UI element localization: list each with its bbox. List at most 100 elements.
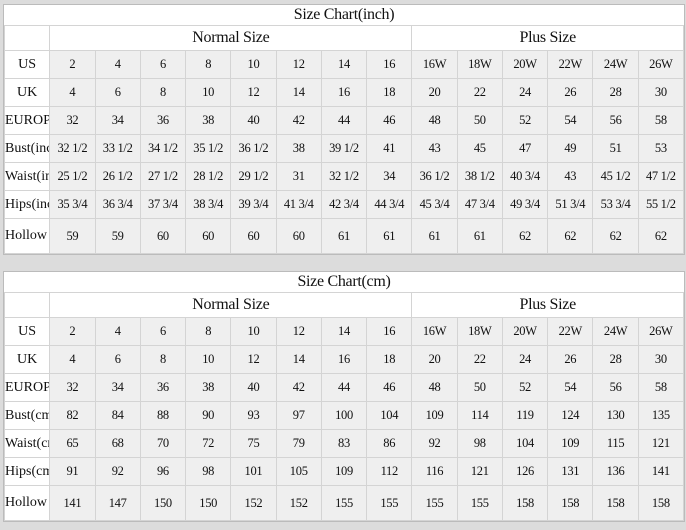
table-cell: 4 <box>94 50 141 79</box>
table-cell: 29 1/2 <box>230 162 277 191</box>
table-cell: 33 1/2 <box>94 134 141 163</box>
table-cell: 45 3/4 <box>411 190 458 219</box>
table-cell: 28 <box>592 78 639 107</box>
table-cell: 10 <box>185 78 232 107</box>
table-cell: 65 <box>49 429 96 458</box>
table-cell: 79 <box>275 429 322 458</box>
table-row: UK 4 6 8 10 12 14 16 18 20 22 24 26 28 30 <box>3 345 685 374</box>
table-cell: 158 <box>501 485 549 521</box>
title-row: Size Chart(cm) <box>4 272 684 293</box>
table-cell: 18 <box>366 78 413 107</box>
table-cell: 104 <box>501 429 549 458</box>
table-cell: 61 <box>320 218 368 254</box>
table-cell: 62 <box>592 218 639 254</box>
table-cell: 98 <box>185 457 232 486</box>
table-cell: 6 <box>94 78 141 107</box>
table-cell: 43 <box>547 162 594 191</box>
table-cell: 36 <box>139 106 187 135</box>
table-cell: 20W <box>501 317 549 346</box>
table-cell: 34 1/2 <box>139 134 187 163</box>
corner-cell <box>3 25 51 51</box>
table-cell: 62 <box>637 218 685 254</box>
table-cell: 12 <box>275 317 322 346</box>
table-cell: 83 <box>320 429 368 458</box>
table-row: Bust(cm)82848890939710010410911411912413… <box>3 401 685 430</box>
table-cell: 60 <box>230 218 277 254</box>
table-cell: 24 <box>501 78 549 107</box>
table-cell: 26 <box>547 345 594 374</box>
table-cell: 109 <box>411 401 458 430</box>
table-cell: 25 1/2 <box>49 162 96 191</box>
table-cell: 70 <box>139 429 187 458</box>
size-chart-cm: Size Chart(cm) Normal Size Plus Size US 2 4 6 8… <box>3 271 685 522</box>
size-table: Size Chart(cm) Normal Size Plus Size US 2 4 6 8… <box>3 272 685 521</box>
table-cell: 52 <box>501 106 549 135</box>
table-cell: 16 <box>366 317 413 346</box>
table-cell: 20 <box>411 345 458 374</box>
table-cell: 16 <box>366 50 413 79</box>
row-label: Hollow to Floor(cm) <box>3 485 51 521</box>
table-cell: 44 <box>320 106 368 135</box>
table-row: Waist(cm)6568707275798386929810410911512… <box>3 429 685 458</box>
table-row: EUROPE3234363840424446485052545658 <box>3 373 685 402</box>
table-cell: 10 <box>230 50 277 79</box>
table-cell: 22 <box>456 78 503 107</box>
table-cell: 22W <box>547 317 594 346</box>
table-cell: 20 <box>411 78 458 107</box>
table-cell: 90 <box>185 401 232 430</box>
row-label: EUROPE <box>3 373 51 402</box>
group-normal-size: Normal Size <box>49 25 413 51</box>
table-cell: 14 <box>275 78 322 107</box>
table-cell: 92 <box>94 457 141 486</box>
table-cell: 40 3/4 <box>501 162 549 191</box>
table-cell: 35 3/4 <box>49 190 96 219</box>
table-cell: 114 <box>456 401 503 430</box>
table-cell: 41 <box>366 134 413 163</box>
table-cell: 30 <box>637 78 685 107</box>
table-cell: 2 <box>49 50 96 79</box>
table-cell: 32 1/2 <box>49 134 96 163</box>
table-cell: 109 <box>320 457 368 486</box>
table-cell: 50 <box>456 373 503 402</box>
group-plus-size: Plus Size <box>411 292 684 318</box>
table-cell: 22W <box>547 50 594 79</box>
table-cell: 6 <box>139 317 187 346</box>
table-cell: 54 <box>547 373 594 402</box>
table-cell: 68 <box>94 429 141 458</box>
table-cell: 75 <box>230 429 277 458</box>
table-cell: 18W <box>456 317 503 346</box>
table-cell: 105 <box>275 457 322 486</box>
table-row: EUROPE3234363840424446485052545658 <box>3 106 685 135</box>
table-cell: 93 <box>230 401 277 430</box>
table-cell: 54 <box>547 106 594 135</box>
table-cell: 8 <box>139 345 187 374</box>
table-cell: 147 <box>94 485 141 521</box>
table-cell: 82 <box>49 401 96 430</box>
table-cell: 8 <box>185 317 232 346</box>
table-cell: 30 <box>637 345 685 374</box>
table-cell: 150 <box>185 485 232 521</box>
table-cell: 14 <box>320 317 368 346</box>
row-label: Hips(cm) <box>3 457 51 486</box>
table-cell: 86 <box>366 429 413 458</box>
table-cell: 47 3/4 <box>456 190 503 219</box>
table-cell: 52 <box>501 373 549 402</box>
row-label: Waist(inch) <box>3 162 51 191</box>
row-label: UK <box>3 345 51 374</box>
table-cell: 8 <box>185 50 232 79</box>
table-cell: 116 <box>411 457 458 486</box>
table-cell: 12 <box>275 50 322 79</box>
table-cell: 88 <box>139 401 187 430</box>
table-cell: 22 <box>456 345 503 374</box>
table-cell: 62 <box>501 218 549 254</box>
table-cell: 92 <box>411 429 458 458</box>
table-cell: 42 <box>275 106 322 135</box>
table-cell: 16 <box>320 78 368 107</box>
table-cell: 10 <box>185 345 232 374</box>
table-cell: 4 <box>49 345 96 374</box>
table-row: US 2 4 6 8 10 12 14 16 16W 18W 20W 22W 24W 26W <box>3 317 685 346</box>
table-cell: 42 <box>275 373 322 402</box>
table-cell: 50 <box>456 106 503 135</box>
table-cell: 49 3/4 <box>501 190 549 219</box>
table-cell: 34 <box>94 373 141 402</box>
